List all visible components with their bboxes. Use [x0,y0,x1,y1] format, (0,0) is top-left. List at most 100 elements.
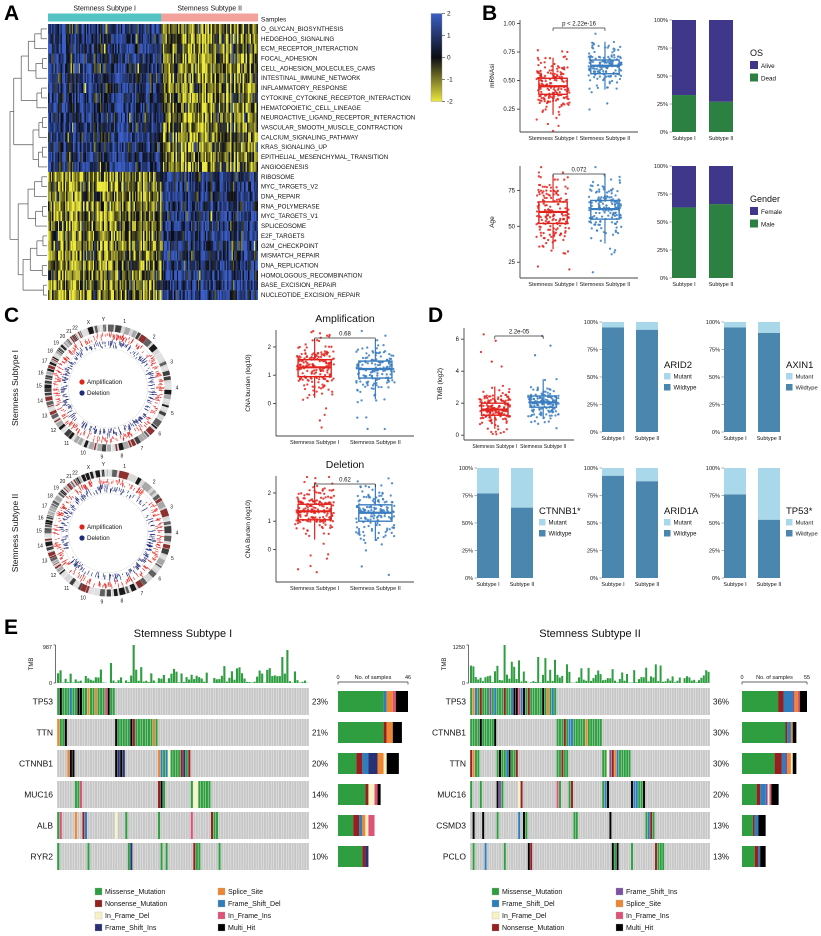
x-tick: Subtype II [709,136,734,142]
chromosome-label: 21 [66,474,72,480]
pathway-label: ECM_RECEPTOR_INTERACTION [261,46,358,53]
pathway-label: MYC_TARGETS_V1 [261,213,319,220]
pathway-label: CELL_ADHESION_MOLECULES_CAMS [261,65,375,72]
oncoprint-E_onco_II: Stemness Subtype II 1250 0 TMB TP53 36% CTNNB1… [432,628,810,932]
p-value: 0.072 [571,168,587,174]
p-value: p < 2.22e-16 [562,22,597,28]
chromosome-label: X [87,465,91,471]
pathway-label: ANGIOGENESIS [261,164,308,171]
x-tick: Subtype II [635,582,660,588]
pathway-label: DNA_REPAIR [261,194,301,201]
y-tick: 25% [709,549,720,555]
chromosome-label: 20 [60,479,66,485]
pathway-label: O_GLYCAN_BIOSYNTHESIS [261,26,343,33]
chromosome-label: 6 [158,432,161,438]
tmb-max: 1250 [453,645,465,651]
mutation-legend-item: Missense_Mutation [502,889,562,896]
chromosome-label: 19 [53,485,59,491]
tmb-axis-label: TMB [29,658,35,671]
mutation-legend-item: In_Frame_Ins [626,913,670,920]
y-tick: 50% [709,521,720,527]
legend-title: Gender [750,194,780,204]
pathway-label: BASE_EXCISION_REPAIR [261,282,337,289]
y-tick: 25% [587,549,598,555]
legend-item: Mutant [796,375,814,381]
chromosome-label: 8 [121,599,124,605]
y-tick: 0.75 [503,50,515,56]
tmb-max: 987 [43,645,52,651]
p-value: 0.62 [339,478,351,484]
samples-axis-max: 55 [804,675,810,681]
y-tick: 0% [660,130,668,136]
chromosome-label: 13 [42,558,48,564]
y-tick: 75 [508,188,515,194]
legend-item: Wildtype [796,386,818,392]
samples-axis-min: 0 [740,675,743,681]
mutation-legend-item: In_Frame_Del [105,913,150,920]
legend-item: Mutant [549,521,568,527]
mutation-legend-item: Frame_Shift_Ins [105,925,157,932]
x-tick: Subtype II [510,582,535,588]
pathway-label: INFLAMMATORY_RESPONSE [261,85,347,92]
mutation-legend-item: Nonsense_Mutation [105,901,167,908]
panel-label-E: E [4,616,19,639]
samples-axis-min: 0 [336,675,339,681]
y-tick: 100% [706,320,720,326]
heatmap [48,24,258,300]
chromosome-label: 16 [38,515,44,521]
chromosome-label: 5 [171,556,174,562]
samples-label: Samples [261,17,287,24]
boxplot-C_amp: 0 1 2 CNA burden (log10) Amplification Stemne… [245,313,414,446]
y-tick: 75% [657,46,668,52]
boxplot-C_del: 0 1 2 CNA Burden (log10) Deletion Stemness Su… [245,459,414,592]
gene-pct: 14% [312,791,328,800]
stackedbar-B_OS: 0% 25% 50% 75% 100% Subtype I Subtype II OS Aliv… [654,18,777,142]
oncoprint-title: Stemness Subtype II [539,628,641,640]
chromosome-label: 11 [64,441,69,447]
colorbar-tick: -1 [447,77,453,84]
gene-label: TP53 [446,697,467,707]
stackedbar-D_ARID2: 0% 25% 50% 75% 100% Subtype I Subtype II ARID2 M… [584,320,697,442]
y-tick: 100% [654,164,668,170]
chromosome-label: 22 [72,325,78,331]
x-tick: Subtype I [672,136,696,142]
gene-label: CTNNB1 [432,728,466,738]
oncoprint-title: Stemness Subtype I [134,628,232,640]
gene-pct: 20% [312,760,328,769]
chromosome-label: 12 [51,428,57,434]
y-tick: 25 [508,260,515,266]
legend-title: TP53* [786,506,813,517]
legend-item: Mutant [674,521,693,527]
pathway-label: HOMOLOGOUS_RECOMBINATION [261,272,362,279]
pathway-label: EPITHELIAL_MESENCHYMAL_TRANSITION [261,154,388,161]
legend-item: Female [761,209,782,216]
x-tick: Stemness Subtype II [350,440,401,446]
x-tick: Subtype I [601,436,625,442]
chromosome-label: 16 [38,370,44,376]
gene-pct: 10% [312,853,328,862]
gene-label: TP53 [33,697,54,707]
y-tick: 75% [709,494,720,500]
chromosome-label: X [87,320,91,326]
legend-item: Male [761,221,775,228]
stackedbar-B_Gender: 0% 25% 50% 75% 100% Subtype I Subtype II Gender… [654,164,783,288]
pathway-label: MISMATCH_REPAIR [261,253,320,260]
plot-title: Amplification [315,313,375,325]
y-tick: 100% [584,466,598,472]
chromosome-label: 14 [37,543,43,549]
chromosome-label: 9 [100,600,103,606]
subtype1-label: Stemness Subtype I [73,6,136,13]
y-tick: 25% [709,403,720,409]
x-tick: Stemness Subtype I [528,282,578,288]
pathway-label: HEDGEHOG_SIGNALING [261,36,334,43]
panel-label-D: D [428,304,444,327]
gene-label: MUC16 [437,790,466,800]
samples-axis-label: No. of samples [756,675,793,681]
legend-item: Wildtype [796,532,818,538]
y-tick: 0.25 [503,107,515,113]
y-tick: 4 [456,369,460,375]
legend-item: Mutant [674,375,693,381]
